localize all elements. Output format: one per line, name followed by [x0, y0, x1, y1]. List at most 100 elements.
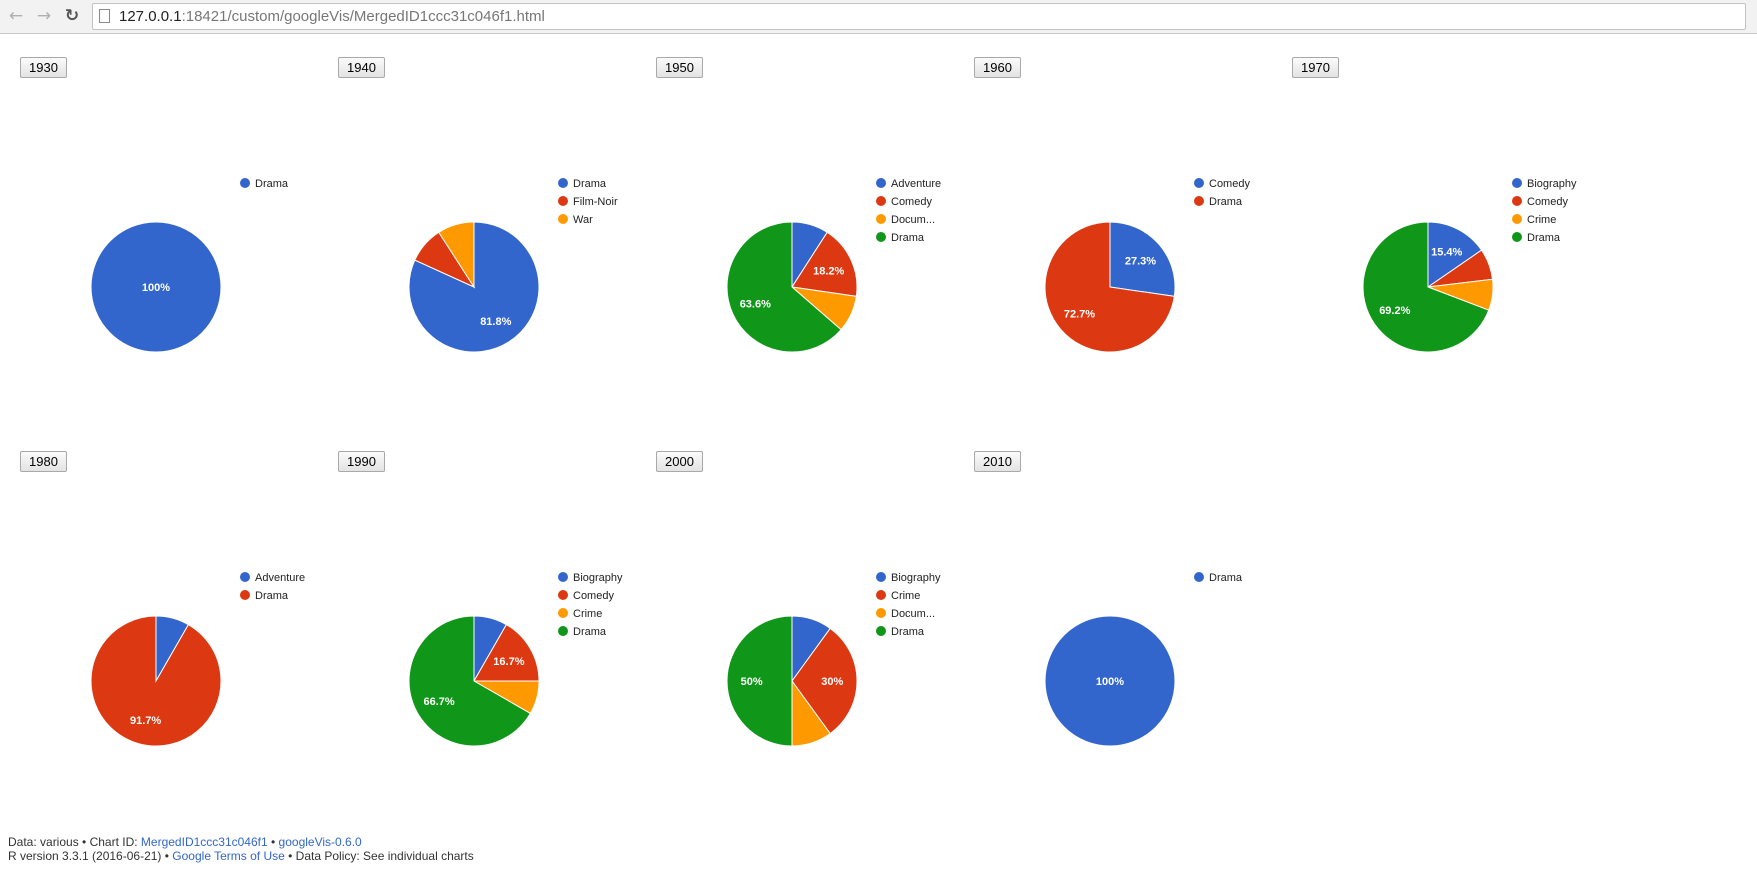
chart-id-link[interactable]: MergedID1ccc31c046f1 [140, 835, 268, 849]
pie-svg-2010: 100% Drama [1044, 572, 1243, 747]
pie-slice-crime[interactable] [791, 627, 858, 735]
pie-chart-2010: 2010 100% Drama [954, 428, 1304, 823]
legend-label[interactable]: Drama [891, 626, 925, 638]
page-icon [99, 9, 110, 23]
legend-label[interactable]: Drama [1209, 572, 1243, 584]
pie-slice-comedy[interactable] [473, 623, 540, 682]
pie-svg-1970: 15.4% Biography Comedy Crime 69.2% Drama [1362, 178, 1577, 353]
legend-label[interactable]: Drama [573, 626, 607, 638]
pie-slice-drama[interactable] [726, 615, 793, 747]
footer-separator: • [267, 835, 279, 849]
legend-label[interactable]: Comedy [573, 590, 614, 602]
legend-marker [240, 178, 250, 188]
year-button-2000[interactable]: 2000 [656, 451, 703, 472]
legend-label[interactable]: Drama [255, 178, 289, 190]
legend-marker [558, 214, 568, 224]
legend-label[interactable]: Drama [1527, 232, 1561, 244]
url-text[interactable]: 127.0.0.1:18421/custom/googleVis/MergedI… [119, 8, 545, 25]
footer-data-text: Data: various • Chart ID: [8, 835, 141, 849]
legend-label[interactable]: Biography [891, 572, 941, 584]
pie-slice-drama[interactable] [1044, 221, 1175, 353]
legend-label[interactable]: Biography [573, 572, 623, 584]
footer: Data: various • Chart ID: MergedID1ccc31… [8, 835, 474, 863]
terms-of-use-link[interactable]: Google Terms of Use [172, 849, 285, 863]
forward-arrow-icon[interactable]: → [36, 6, 52, 26]
legend-label[interactable]: Biography [1527, 178, 1577, 190]
legend-label[interactable]: Crime [573, 608, 602, 620]
pie-chart-1930: 1930 100% Drama [0, 34, 350, 429]
address-bar[interactable]: 127.0.0.1:18421/custom/googleVis/MergedI… [92, 3, 1746, 30]
pie-slice-drama[interactable] [1362, 221, 1490, 353]
legend-marker [876, 608, 886, 618]
year-button-1960[interactable]: 1960 [974, 57, 1021, 78]
year-button-1980[interactable]: 1980 [20, 451, 67, 472]
legend-label[interactable]: Adventure [891, 178, 941, 190]
pie-slice-biography[interactable] [1427, 221, 1483, 288]
year-button-1930[interactable]: 1930 [20, 57, 67, 78]
legend-label[interactable]: Comedy [891, 196, 932, 208]
url-host: 127.0.0.1 [119, 8, 182, 25]
pie-chart-1970: 1970 15.4% Biography Comedy Crime 69.2% Drama [1272, 34, 1622, 429]
legend-label[interactable]: Comedy [1527, 196, 1568, 208]
pie-slice-comedy[interactable] [791, 231, 858, 297]
legend-label[interactable]: War [573, 214, 593, 226]
legend-marker [876, 626, 886, 636]
legend-marker [240, 590, 250, 600]
legend-marker [1194, 572, 1204, 582]
legend-marker [1194, 196, 1204, 206]
pie-slice-drama[interactable] [408, 615, 532, 747]
pie-svg-1960: 27.3% Comedy 72.7% Drama [1044, 178, 1250, 353]
pie-chart-1950: 1950 Adventure 18.2% Comedy Docum... 63.6% Dra… [636, 34, 986, 429]
legend-marker [558, 178, 568, 188]
slice-percent-label: 69.2% [1379, 305, 1410, 317]
pie-slice-drama[interactable] [90, 615, 222, 747]
year-button-1950[interactable]: 1950 [656, 57, 703, 78]
googlevis-link[interactable]: googleVis-0.6.0 [278, 835, 362, 849]
pie-slice-drama[interactable] [1044, 615, 1176, 747]
pie-slice-drama[interactable] [90, 221, 222, 353]
legend-label[interactable]: Crime [891, 590, 920, 602]
legend-label[interactable]: Drama [255, 590, 289, 602]
pie-slice-drama[interactable] [408, 221, 540, 353]
legend-label[interactable]: Docum... [891, 608, 935, 620]
legend-label[interactable]: Adventure [255, 572, 305, 584]
browser-toolbar: ← → ↻ 127.0.0.1:18421/custom/googleVis/M… [0, 0, 1757, 34]
legend-marker [558, 608, 568, 618]
legend-label[interactable]: Film-Noir [573, 196, 618, 208]
year-button-1940[interactable]: 1940 [338, 57, 385, 78]
slice-percent-label: 81.8% [480, 316, 511, 328]
year-button-1970[interactable]: 1970 [1292, 57, 1339, 78]
pie-slice-war[interactable] [438, 221, 475, 289]
legend-marker [1512, 196, 1522, 206]
legend-label[interactable]: Docum... [891, 214, 935, 226]
slice-percent-label: 100% [142, 282, 170, 294]
footer-line-1: Data: various • Chart ID: MergedID1ccc31… [8, 835, 474, 849]
slice-percent-label: 18.2% [813, 265, 844, 277]
footer-r-version: R version 3.3.1 (2016-06-21) • [8, 849, 173, 863]
legend-marker [876, 590, 886, 600]
legend-label[interactable]: Drama [891, 232, 925, 244]
slice-percent-label: 30% [821, 676, 843, 688]
footer-line-2: R version 3.3.1 (2016-06-21) • Google Te… [8, 849, 474, 863]
year-button-1990[interactable]: 1990 [338, 451, 385, 472]
legend-marker [876, 214, 886, 224]
pie-chart-1990: 1990 Biography 16.7% Comedy Crime 66.7% Drama [318, 428, 668, 823]
legend-marker [240, 572, 250, 582]
back-arrow-icon[interactable]: ← [8, 6, 24, 26]
legend-label[interactable]: Drama [573, 178, 607, 190]
pie-slice-drama[interactable] [726, 221, 842, 353]
slice-percent-label: 100% [1096, 676, 1124, 688]
url-path: :18421/custom/googleVis/MergedID1ccc31c0… [181, 8, 545, 25]
pie-slice-comedy[interactable] [1109, 221, 1176, 297]
legend-label[interactable]: Drama [1209, 196, 1243, 208]
legend-marker [876, 232, 886, 242]
legend-marker [1512, 232, 1522, 242]
reload-icon[interactable]: ↻ [64, 6, 80, 26]
year-button-2010[interactable]: 2010 [974, 451, 1021, 472]
slice-percent-label: 50% [741, 676, 763, 688]
slice-percent-label: 91.7% [130, 715, 161, 727]
legend-label[interactable]: Crime [1527, 214, 1556, 226]
legend-label[interactable]: Comedy [1209, 178, 1250, 190]
pie-svg-1940: 81.8% Drama Film-Noir War [408, 178, 618, 353]
legend-marker [558, 590, 568, 600]
